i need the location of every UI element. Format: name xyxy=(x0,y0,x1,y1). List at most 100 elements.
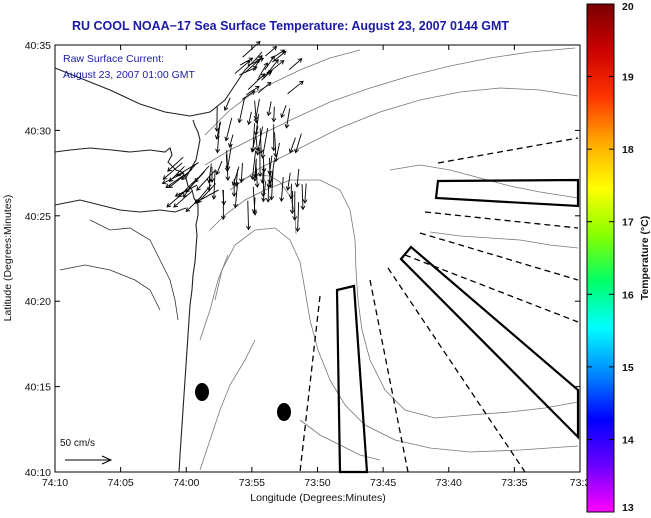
current-vector xyxy=(247,73,266,90)
current-vector xyxy=(289,137,296,153)
current-vector xyxy=(258,62,268,79)
current-vector-head xyxy=(173,203,178,208)
y-tick-label: 40:10 xyxy=(25,467,51,479)
x-tick-label: 73:3 xyxy=(570,477,591,489)
current-vector xyxy=(216,122,221,153)
scale-arrowhead xyxy=(101,455,113,465)
current-vector-head xyxy=(260,179,266,184)
current-vector xyxy=(208,163,212,183)
current-vector xyxy=(297,202,300,232)
colorbar-tick-label: 15 xyxy=(622,362,634,374)
current-vector xyxy=(304,183,307,203)
current-vector-head xyxy=(288,194,294,200)
current-vector-head xyxy=(252,66,258,71)
current-vector xyxy=(229,134,234,148)
current-vector-head xyxy=(267,179,273,185)
current-vector xyxy=(238,96,246,123)
current-vector xyxy=(261,71,271,81)
current-vector xyxy=(246,86,260,96)
current-vector-head xyxy=(162,175,168,180)
colorbar-tick-label: 20 xyxy=(622,1,634,13)
bathymetry-contours xyxy=(199,47,579,471)
current-vector-head xyxy=(215,148,221,154)
x-tick-label: 73:45 xyxy=(370,477,396,489)
current-vector-head xyxy=(206,178,212,184)
buoy-marker-1 xyxy=(195,383,209,401)
y-tick-label: 40:20 xyxy=(25,296,51,308)
map-frame xyxy=(54,44,581,473)
current-vector-head xyxy=(254,146,260,152)
long-island-shore xyxy=(54,51,263,117)
colorbar-tick-label: 14 xyxy=(622,434,634,446)
current-vector xyxy=(216,160,223,175)
current-vector xyxy=(194,184,212,204)
current-vector-head xyxy=(252,211,258,216)
current-vector-head xyxy=(255,85,260,91)
sandy-hook xyxy=(185,119,201,179)
current-vector-head xyxy=(271,117,277,123)
raritan-bay-shore xyxy=(54,199,187,213)
current-vector xyxy=(163,162,183,180)
current-vector-head xyxy=(280,113,285,119)
current-vector-head xyxy=(246,225,251,231)
current-vector-head xyxy=(176,171,181,177)
current-vector-head xyxy=(166,202,172,208)
current-vector xyxy=(224,97,231,111)
colorbar-ticks: 20 19 18 17 16 15 14 13 xyxy=(587,1,634,514)
current-vector-head xyxy=(178,192,183,198)
transect-box-south xyxy=(335,284,369,474)
current-vector xyxy=(226,144,232,170)
current-vector xyxy=(287,172,291,191)
transect-boxes xyxy=(335,178,580,474)
current-vector-head xyxy=(269,195,275,201)
colorbar-tick-label: 17 xyxy=(622,217,634,229)
current-vector-head xyxy=(292,216,298,221)
y-axis: 40:35 40:30 40:25 40:20 40:15 40:10 xyxy=(25,40,580,479)
current-vector-head xyxy=(266,111,272,117)
coastline xyxy=(54,147,199,473)
current-vector xyxy=(259,128,262,154)
current-vector xyxy=(165,174,185,188)
annotation-line-1: Raw Surface Current: xyxy=(63,53,164,65)
current-vector-head xyxy=(285,186,291,191)
current-vector xyxy=(247,200,249,230)
current-vector-head xyxy=(168,177,174,182)
current-vector xyxy=(178,181,195,198)
buoy-marker-2 xyxy=(277,403,291,421)
current-vector xyxy=(167,156,184,172)
current-vector xyxy=(264,55,275,71)
current-vector xyxy=(248,111,252,125)
current-vector-head xyxy=(253,131,259,136)
current-vector-head xyxy=(167,167,172,172)
current-vector-head xyxy=(237,118,243,124)
inland-river xyxy=(89,219,179,321)
current-vector xyxy=(240,163,243,183)
current-vector xyxy=(272,50,287,63)
current-vector-head xyxy=(253,173,259,179)
current-vector-head xyxy=(214,127,220,133)
current-vector-head xyxy=(261,197,267,203)
y-tick-label: 40:30 xyxy=(25,125,51,137)
current-vector-head xyxy=(255,150,261,156)
y-tick-label: 40:35 xyxy=(25,40,51,52)
current-vector xyxy=(280,177,284,202)
current-vectors xyxy=(161,40,308,233)
colorbar xyxy=(586,3,615,513)
current-vector-head xyxy=(284,124,290,129)
current-vector-head xyxy=(289,209,295,215)
colorbar-tick-label: 19 xyxy=(622,72,634,84)
current-vector-head xyxy=(183,192,188,198)
map-title: RU COOL NOAA−17 Sea Surface Temperature:… xyxy=(72,19,509,33)
y-tick-label: 40:25 xyxy=(25,211,51,223)
current-vector xyxy=(267,101,272,116)
inland-river-2 xyxy=(59,264,161,311)
current-vector-head xyxy=(245,60,251,66)
current-vector xyxy=(289,58,302,70)
current-vector-head xyxy=(220,215,226,221)
current-vector-head xyxy=(246,120,252,126)
current-vector-head xyxy=(273,157,279,163)
current-vector xyxy=(255,167,258,188)
current-vector xyxy=(269,160,275,188)
x-axis-label: Longitude (Degrees:Minutes) xyxy=(250,492,385,504)
current-vector-head xyxy=(266,81,272,87)
